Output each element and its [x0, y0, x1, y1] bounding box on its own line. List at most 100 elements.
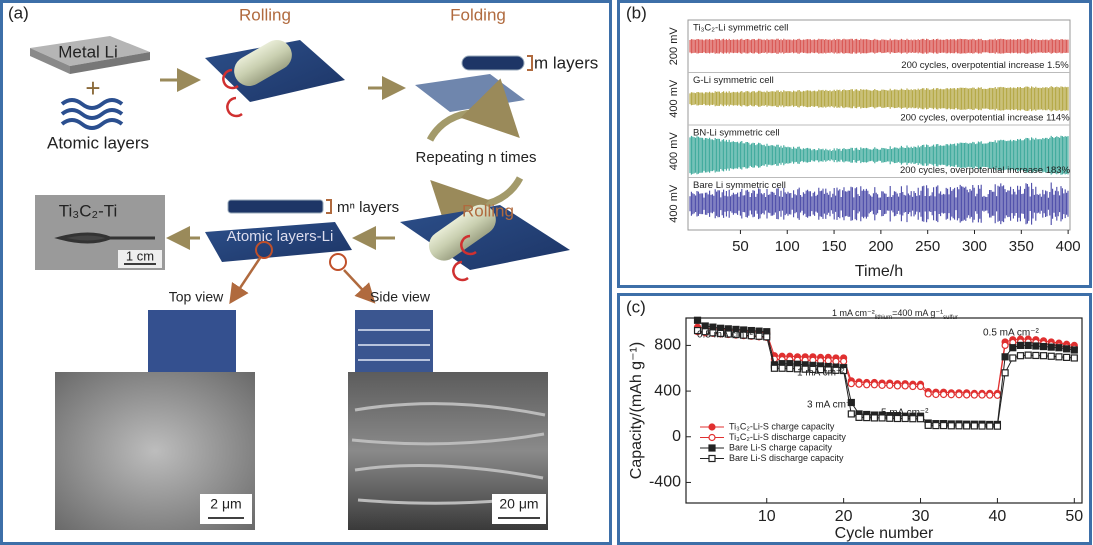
trace-name: Bare Li symmetric cell: [693, 180, 786, 191]
arrow: [232, 258, 260, 300]
bracket: [527, 56, 532, 70]
marker: [1002, 370, 1008, 376]
marker: [695, 317, 701, 323]
legend-label: Ti₃C₂-Li-S discharge capacity: [729, 432, 846, 442]
marker: [1025, 342, 1031, 348]
marker: [1048, 344, 1054, 350]
marker: [871, 382, 877, 388]
bracket: [326, 200, 331, 213]
marker: [971, 392, 977, 398]
label: Ti₃C₂-Ti: [59, 201, 118, 220]
folded-sheet: [415, 74, 525, 112]
trace-chart: (b)Ti₃C₂-Li symmetric cell200 cycles, ov…: [626, 3, 1081, 280]
arrow: [344, 270, 372, 300]
scale-label: 400 mV: [668, 132, 680, 171]
legend-marker: [709, 456, 715, 462]
label: Atomic layers: [47, 133, 149, 152]
marker: [948, 392, 954, 398]
legend-label: Ti₃C₂-Li-S charge capacity: [729, 421, 835, 431]
marker: [1056, 354, 1062, 360]
note-part: 1 mA cm⁻²: [832, 308, 875, 318]
marker: [1056, 345, 1062, 351]
label: mⁿ layers: [337, 199, 399, 216]
marker: [979, 423, 985, 429]
note-part: sulfur: [943, 315, 958, 321]
label: 2 μm: [210, 496, 241, 512]
marker: [856, 381, 862, 387]
scale-label: 400 mV: [668, 184, 680, 223]
panel-label: (a): [8, 3, 29, 22]
y-tick-label: 400: [654, 382, 681, 399]
marker: [941, 392, 947, 398]
marker: [933, 423, 939, 429]
x-tick-label: 150: [822, 238, 847, 255]
marker: [1064, 346, 1070, 352]
marker: [971, 423, 977, 429]
marker: [871, 415, 877, 421]
voltage-trace: [690, 39, 1068, 54]
x-axis-label: Time/h: [855, 263, 903, 280]
legend-marker: [709, 424, 715, 430]
label: Top view: [169, 289, 224, 305]
marker: [864, 382, 870, 388]
marker: [1064, 354, 1070, 360]
marker: [918, 384, 924, 390]
label: Metal Li: [58, 42, 118, 61]
trace-name: G-Li symmetric cell: [693, 75, 774, 86]
marker: [864, 415, 870, 421]
marker: [994, 423, 1000, 429]
trace-name: BN-Li symmetric cell: [693, 128, 780, 139]
legend-marker: [709, 435, 715, 441]
marker: [1025, 352, 1031, 358]
scale-label: 200 mV: [668, 27, 680, 66]
marker: [1010, 345, 1016, 351]
top-view-model: [148, 310, 236, 372]
x-tick-label: 40: [989, 508, 1007, 525]
marker: [964, 392, 970, 398]
legend-label: Bare Li-S discharge capacity: [729, 453, 844, 463]
side-view-model: [355, 310, 433, 372]
marker: [956, 423, 962, 429]
marker: [1002, 342, 1008, 348]
voltage-trace: [690, 86, 1068, 111]
trace-note: 200 cycles, overpotential increase 114%: [900, 113, 1070, 124]
annotation: 3 mA cm⁻²: [807, 400, 855, 411]
figure: (a) Metal Li + Atomic layers Rolling Fol…: [0, 0, 1093, 545]
label: Folding: [450, 5, 506, 24]
marker: [1041, 344, 1047, 350]
marker: [910, 384, 916, 390]
marker: [994, 392, 1000, 398]
x-tick-label: 10: [758, 508, 776, 525]
marker: [856, 414, 862, 420]
note-part: lithium: [875, 315, 892, 321]
marker: [964, 423, 970, 429]
marker: [1048, 353, 1054, 359]
panel-label: (c): [626, 297, 646, 316]
y-axis-label: Capacity/(mAh g⁻¹): [628, 342, 645, 479]
marker: [902, 383, 908, 389]
label: 1 cm: [126, 248, 154, 263]
annotation: 1 mA cm⁻²: [797, 368, 845, 379]
label: m layers: [534, 53, 598, 72]
trace-note: 200 cycles, overpotential increase 1.5%: [901, 60, 1069, 71]
marker: [1071, 347, 1077, 353]
marker: [764, 334, 770, 340]
x-tick-label: 300: [962, 238, 987, 255]
annotation: 5 mA cm⁻²: [881, 408, 929, 419]
marker: [1033, 352, 1039, 358]
note-part: =400 mA g⁻¹: [892, 308, 943, 318]
marker: [1017, 342, 1023, 348]
x-tick-label: 100: [775, 238, 800, 255]
label: Side view: [370, 289, 431, 305]
x-tick-label: 30: [912, 508, 930, 525]
annotation: 0.5 mA cm⁻²: [697, 330, 754, 341]
marker: [1002, 354, 1008, 360]
panel-label: (b): [626, 3, 647, 22]
label: 20 μm: [499, 496, 538, 512]
x-tick-label: 400: [1056, 238, 1081, 255]
x-tick-label: 250: [915, 238, 940, 255]
marker: [848, 381, 854, 387]
legend-marker: [709, 445, 715, 451]
label: Rolling: [462, 201, 514, 220]
